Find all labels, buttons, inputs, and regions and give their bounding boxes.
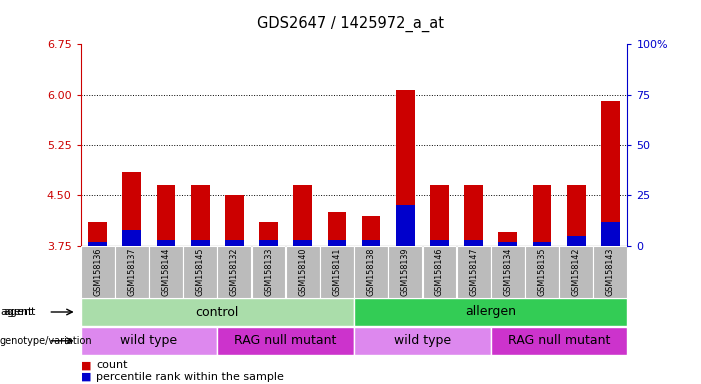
Bar <box>123 172 142 246</box>
Bar <box>464 185 483 246</box>
Bar <box>123 230 142 246</box>
Text: GDS2647 / 1425972_a_at: GDS2647 / 1425972_a_at <box>257 15 444 31</box>
Text: ■: ■ <box>81 360 91 370</box>
Bar <box>601 222 620 246</box>
Text: allergen: allergen <box>465 306 516 318</box>
Bar <box>593 246 627 298</box>
Bar <box>88 242 107 246</box>
Bar <box>533 242 552 246</box>
Bar <box>396 90 415 246</box>
Text: GSM158134: GSM158134 <box>503 247 512 296</box>
Text: genotype/variation: genotype/variation <box>0 336 93 346</box>
Bar <box>525 246 559 298</box>
Text: agent: agent <box>4 307 36 317</box>
Bar <box>498 242 517 246</box>
Bar <box>362 240 381 246</box>
Text: GSM158142: GSM158142 <box>571 247 580 296</box>
Text: GSM158135: GSM158135 <box>538 247 547 296</box>
Bar <box>225 195 244 246</box>
Bar <box>430 240 449 246</box>
Bar <box>293 240 312 246</box>
Text: GSM158132: GSM158132 <box>230 247 239 296</box>
Bar <box>430 185 449 246</box>
Bar <box>191 185 210 246</box>
Bar <box>456 246 491 298</box>
Text: count: count <box>96 360 128 370</box>
Text: GSM158139: GSM158139 <box>401 247 410 296</box>
Text: GSM158140: GSM158140 <box>298 247 307 296</box>
Bar <box>362 215 381 246</box>
Bar <box>217 327 354 355</box>
Bar <box>396 205 415 246</box>
Text: wild type: wild type <box>121 334 177 347</box>
Text: percentile rank within the sample: percentile rank within the sample <box>96 372 284 382</box>
Bar <box>293 185 312 246</box>
Bar <box>81 298 354 326</box>
Text: control: control <box>196 306 239 318</box>
Bar <box>149 246 183 298</box>
Bar <box>491 327 627 355</box>
Bar <box>259 222 278 246</box>
Bar <box>354 298 627 326</box>
Text: GSM158144: GSM158144 <box>161 247 170 296</box>
Text: wild type: wild type <box>394 334 451 347</box>
Bar <box>183 246 217 298</box>
Bar <box>88 222 107 246</box>
Bar <box>327 240 346 246</box>
Bar <box>354 246 388 298</box>
Text: RAG null mutant: RAG null mutant <box>234 334 337 347</box>
Bar <box>259 240 278 246</box>
Bar <box>156 240 175 246</box>
Bar <box>354 327 491 355</box>
Bar <box>566 185 585 246</box>
Text: ■: ■ <box>81 372 91 382</box>
Bar <box>388 246 422 298</box>
Bar <box>286 246 320 298</box>
Text: GSM158146: GSM158146 <box>435 247 444 296</box>
Bar <box>115 246 149 298</box>
Bar <box>533 185 552 246</box>
Bar <box>191 240 210 246</box>
Bar <box>464 240 483 246</box>
Text: GSM158138: GSM158138 <box>367 247 376 296</box>
Text: GSM158136: GSM158136 <box>93 247 102 296</box>
Text: GSM158133: GSM158133 <box>264 247 273 296</box>
Bar <box>81 327 217 355</box>
Bar <box>559 246 593 298</box>
Text: GSM158147: GSM158147 <box>469 247 478 296</box>
Text: RAG null mutant: RAG null mutant <box>508 334 611 347</box>
Text: GSM158137: GSM158137 <box>128 247 137 296</box>
Text: GSM158141: GSM158141 <box>332 247 341 296</box>
Text: GSM158145: GSM158145 <box>196 247 205 296</box>
Bar <box>252 246 285 298</box>
Text: GSM158143: GSM158143 <box>606 247 615 296</box>
Bar <box>498 232 517 246</box>
Bar <box>327 212 346 246</box>
Bar <box>217 246 252 298</box>
Bar <box>225 240 244 246</box>
Bar <box>491 246 525 298</box>
Bar <box>423 246 456 298</box>
Bar <box>156 185 175 246</box>
Bar <box>566 236 585 246</box>
Bar <box>320 246 354 298</box>
Bar <box>81 246 115 298</box>
Bar <box>601 101 620 246</box>
Text: agent: agent <box>0 307 32 317</box>
